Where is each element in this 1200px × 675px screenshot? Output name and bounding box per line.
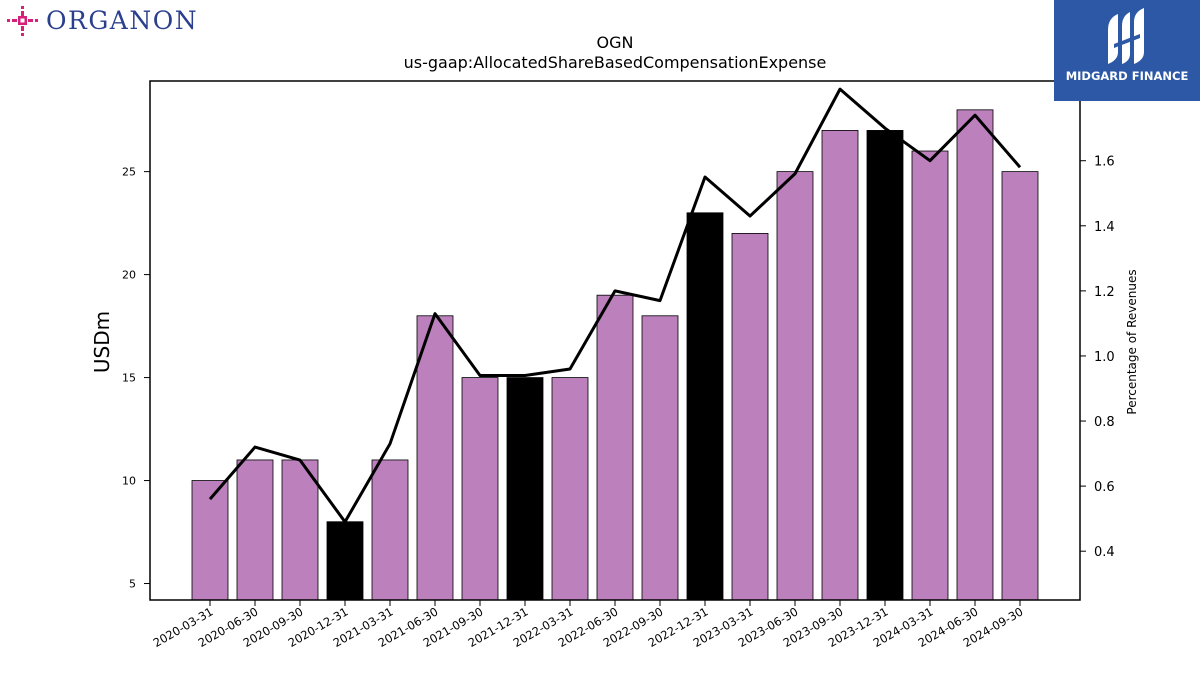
y-tick-label: 5	[129, 578, 136, 591]
y-axis-left: 5 10 15 20 25	[122, 166, 150, 591]
y2-axis-label: Percentage of Revenues	[1125, 269, 1139, 414]
organon-logo-text: ORGANON	[46, 6, 199, 35]
bar-2022-06-30	[596, 294, 634, 601]
bar-2021-09-30	[461, 377, 499, 601]
bar-2021-03-31	[371, 459, 409, 601]
line-group	[208, 87, 1022, 524]
midgard-logo-text: MIDGARD FINANCE	[1065, 69, 1189, 83]
bar-2020-06-30	[236, 459, 274, 601]
y2-tick-label: 0.8	[1094, 415, 1115, 430]
bars-group	[191, 109, 1039, 601]
bar-2022-09-30	[641, 315, 679, 601]
organon-logo: ORGANON	[6, 5, 198, 37]
y2-tick-label: 1.2	[1094, 285, 1115, 300]
midgard-mark-icon	[1108, 8, 1144, 64]
y-tick-label: 25	[122, 166, 136, 179]
bar-2023-12-31	[866, 130, 904, 601]
y2-tick-label: 1.4	[1094, 220, 1115, 235]
y-tick-label: 15	[122, 372, 136, 385]
bar-2023-06-30	[776, 171, 814, 601]
chart-title: OGN	[597, 33, 634, 52]
bar-2022-12-31	[686, 212, 724, 601]
organon-cross-icon	[7, 6, 38, 36]
bar-2023-03-31	[731, 233, 769, 601]
chart-subtitle: us-gaap:AllocatedShareBasedCompensationE…	[404, 53, 827, 72]
bar-2024-03-31	[911, 150, 949, 601]
bar-2023-09-30	[821, 130, 859, 601]
bar-2020-12-31	[326, 521, 364, 601]
bar-2020-09-30	[281, 459, 319, 601]
bar-2021-06-30	[416, 315, 454, 601]
revenue-percentage-line	[208, 87, 1022, 524]
y-axis-right: 0.4 0.6 0.8 1.0 1.2 1.4 1.6	[1080, 155, 1115, 560]
y-tick-label: 10	[122, 475, 136, 488]
y2-tick-label: 0.4	[1094, 545, 1115, 560]
y2-tick-label: 1.0	[1094, 350, 1115, 365]
y2-tick-label: 1.6	[1094, 155, 1115, 170]
bar-2021-12-31	[506, 377, 544, 601]
y2-tick-label: 0.6	[1094, 480, 1115, 495]
bar-2024-06-30	[956, 109, 994, 601]
y-axis-label: USDm	[90, 311, 114, 373]
bar-2020-03-31	[191, 480, 229, 601]
bar-2024-09-30	[1001, 171, 1039, 601]
x-axis: 2020-03-312020-06-302020-09-302020-12-31…	[151, 600, 1026, 650]
bar-2022-03-31	[551, 377, 589, 601]
y-tick-label: 20	[122, 269, 136, 282]
midgard-logo: MIDGARD FINANCE	[1054, 0, 1200, 101]
